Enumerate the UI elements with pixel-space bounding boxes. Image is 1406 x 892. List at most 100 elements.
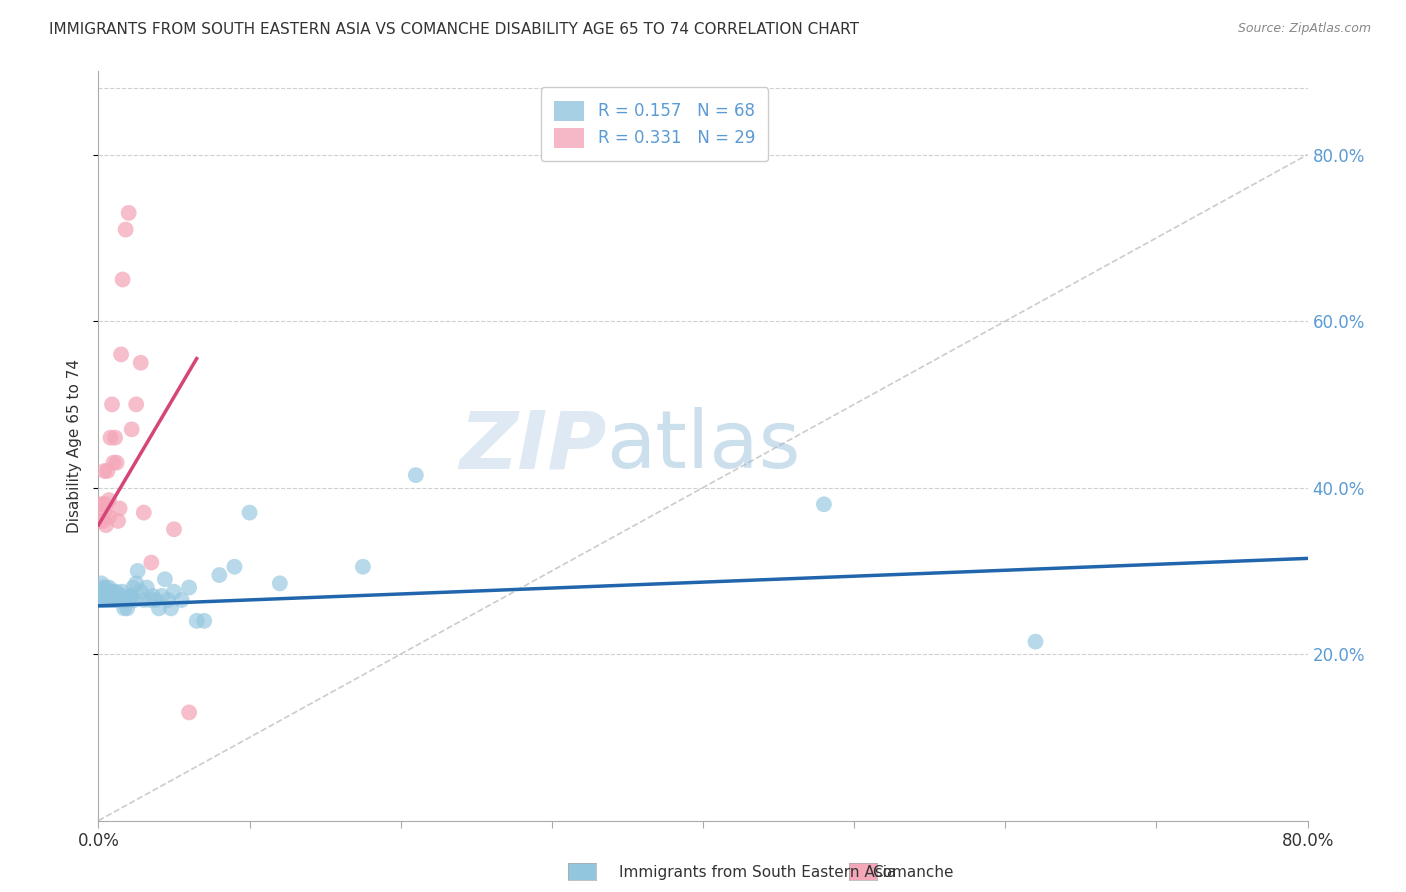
- Point: [114, 593, 136, 607]
- Point: [160, 601, 183, 615]
- Point: [125, 397, 148, 411]
- Point: [98, 581, 121, 595]
- Point: [112, 601, 135, 615]
- Point: [224, 559, 246, 574]
- Point: [156, 593, 179, 607]
- Point: [96, 584, 118, 599]
- Text: Source: ZipAtlas.com: Source: ZipAtlas.com: [1237, 22, 1371, 36]
- Point: [129, 584, 152, 599]
- Point: [105, 593, 128, 607]
- Point: [120, 589, 142, 603]
- Point: [107, 593, 129, 607]
- Point: [141, 556, 163, 570]
- Point: [94, 581, 117, 595]
- Point: [105, 584, 128, 599]
- Point: [103, 593, 125, 607]
- Point: [94, 593, 117, 607]
- Point: [115, 601, 138, 615]
- Point: [150, 589, 173, 603]
- Point: [121, 422, 143, 436]
- Point: [186, 614, 208, 628]
- Point: [90, 576, 112, 591]
- Point: [103, 584, 125, 599]
- Text: IMMIGRANTS FROM SOUTH EASTERN ASIA VS COMANCHE DISABILITY AGE 65 TO 74 CORRELATI: IMMIGRANTS FROM SOUTH EASTERN ASIA VS CO…: [49, 22, 859, 37]
- Point: [101, 584, 124, 599]
- Point: [1024, 634, 1046, 648]
- Point: [103, 589, 125, 603]
- Point: [125, 576, 148, 591]
- Point: [98, 593, 121, 607]
- Legend: R = 0.157   N = 68, R = 0.331   N = 29: R = 0.157 N = 68, R = 0.331 N = 29: [541, 87, 768, 161]
- Point: [98, 493, 121, 508]
- Point: [104, 431, 127, 445]
- Point: [139, 593, 162, 607]
- Point: [98, 509, 121, 524]
- Point: [208, 568, 231, 582]
- Text: atlas: atlas: [606, 407, 800, 485]
- Point: [94, 589, 117, 603]
- Point: [269, 576, 291, 591]
- Point: [170, 593, 193, 607]
- Point: [114, 222, 136, 236]
- Point: [91, 584, 114, 599]
- Point: [104, 593, 127, 607]
- Point: [100, 593, 122, 607]
- Text: ZIP: ZIP: [458, 407, 606, 485]
- Point: [163, 584, 186, 599]
- Point: [89, 593, 111, 607]
- Point: [148, 601, 170, 615]
- Point: [103, 456, 125, 470]
- Point: [122, 581, 145, 595]
- Point: [93, 464, 115, 478]
- Point: [93, 593, 115, 607]
- Point: [163, 522, 186, 536]
- Point: [124, 593, 146, 607]
- Point: [110, 593, 132, 607]
- Point: [127, 564, 149, 578]
- Point: [153, 572, 176, 586]
- Point: [111, 593, 134, 607]
- Point: [193, 614, 215, 628]
- Point: [108, 589, 131, 603]
- Point: [96, 589, 118, 603]
- Point: [90, 589, 112, 603]
- Point: [132, 593, 155, 607]
- Point: [179, 706, 201, 720]
- Point: [108, 501, 131, 516]
- Point: [107, 514, 129, 528]
- Text: Immigrants from South Eastern Asia: Immigrants from South Eastern Asia: [619, 865, 896, 880]
- Point: [111, 584, 134, 599]
- Point: [142, 589, 165, 603]
- Point: [110, 589, 132, 603]
- Point: [352, 559, 374, 574]
- Point: [129, 356, 152, 370]
- Point: [91, 581, 114, 595]
- Point: [110, 347, 132, 361]
- Y-axis label: Disability Age 65 to 74: Disability Age 65 to 74: [67, 359, 83, 533]
- Point: [135, 581, 157, 595]
- Point: [91, 514, 114, 528]
- Point: [91, 497, 114, 511]
- Point: [93, 589, 115, 603]
- Point: [101, 593, 124, 607]
- Text: Comanche: Comanche: [872, 865, 953, 880]
- Point: [145, 593, 167, 607]
- Point: [100, 431, 122, 445]
- Point: [94, 518, 117, 533]
- Point: [91, 593, 114, 607]
- Point: [104, 589, 127, 603]
- Point: [239, 506, 262, 520]
- Point: [93, 506, 115, 520]
- Point: [179, 581, 201, 595]
- Point: [105, 456, 128, 470]
- Point: [813, 497, 835, 511]
- Point: [94, 497, 117, 511]
- Point: [132, 506, 155, 520]
- Point: [101, 397, 124, 411]
- Point: [405, 468, 427, 483]
- Point: [121, 589, 143, 603]
- Point: [107, 589, 129, 603]
- Point: [111, 272, 134, 286]
- Point: [98, 589, 121, 603]
- Point: [118, 206, 141, 220]
